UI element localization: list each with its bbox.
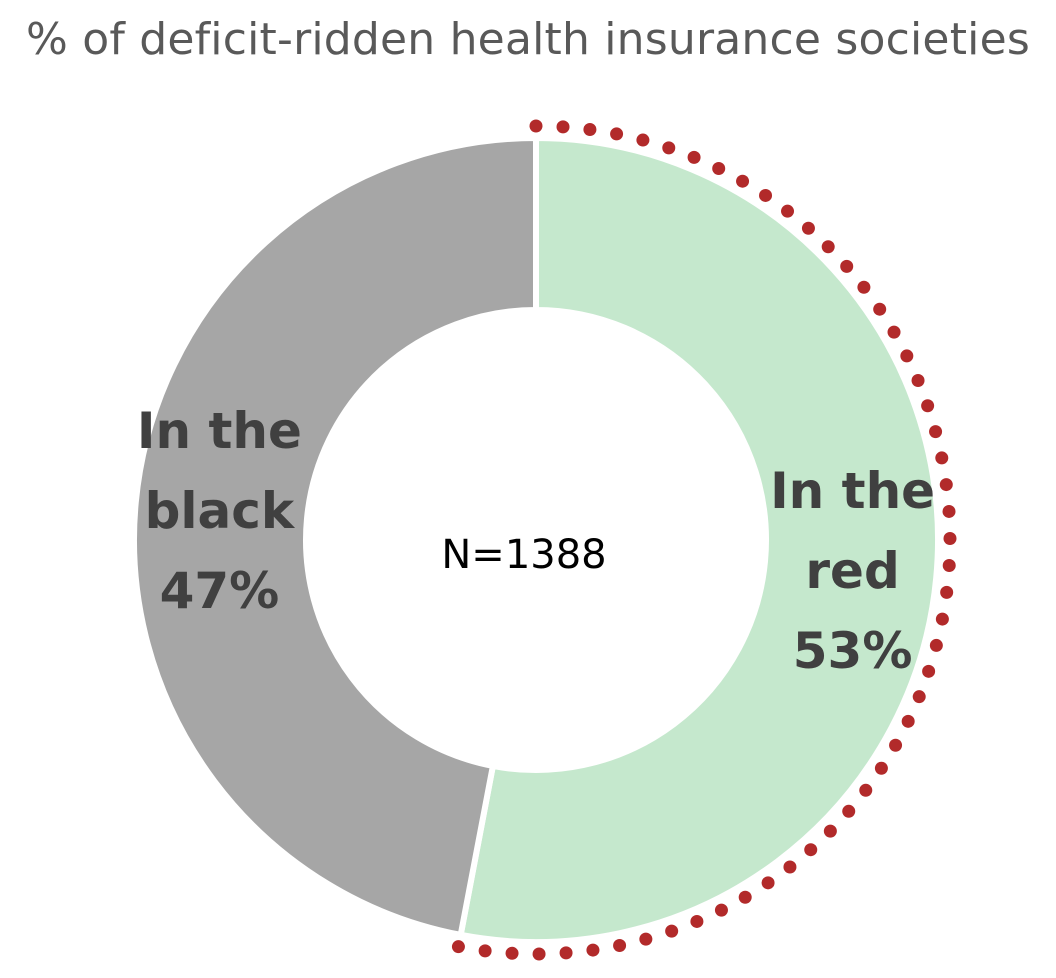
slice-1	[131, 134, 539, 939]
highlight-dot	[940, 585, 954, 599]
highlight-dot	[801, 221, 815, 235]
highlight-dot	[712, 161, 726, 175]
highlight-dot	[929, 425, 943, 439]
highlight-dot	[842, 804, 856, 818]
highlight-dot	[559, 946, 573, 960]
highlight-dot	[583, 123, 597, 137]
highlight-dot	[889, 738, 903, 752]
highlight-dot	[761, 876, 775, 890]
highlight-dot	[942, 504, 956, 518]
highlight-dot	[873, 302, 887, 316]
highlight-dot	[922, 664, 936, 678]
slice-label-0-line-0: In the	[770, 462, 935, 520]
highlight-dot	[783, 860, 797, 874]
highlight-dot	[901, 714, 915, 728]
highlight-dot	[823, 824, 837, 838]
highlight-dot	[929, 638, 943, 652]
slice-label-1-line-1: black	[145, 482, 296, 540]
slice-0	[457, 134, 941, 945]
highlight-dot	[912, 690, 926, 704]
highlight-dot	[736, 174, 750, 188]
highlight-dot	[451, 940, 465, 954]
slice-label-1: In the black 47%	[137, 402, 302, 620]
highlight-dot	[714, 903, 728, 917]
highlight-dot	[821, 240, 835, 254]
highlight-dot	[556, 120, 570, 134]
center-n-label: N=1388	[441, 532, 606, 578]
highlight-dot	[840, 259, 854, 273]
highlight-dot	[943, 531, 957, 545]
highlight-outline	[451, 119, 957, 961]
highlight-dot	[738, 890, 752, 904]
highlight-dot	[942, 558, 956, 572]
highlight-dot	[636, 133, 650, 147]
highlight-dot	[935, 612, 949, 626]
highlight-dot	[662, 141, 676, 155]
highlight-dot	[900, 349, 914, 363]
highlight-dot	[859, 783, 873, 797]
highlight-dot	[505, 946, 519, 960]
highlight-dot	[857, 280, 871, 294]
slice-label-1-line-0: In the	[137, 402, 302, 460]
highlight-dot	[687, 150, 701, 164]
highlight-dot	[532, 947, 546, 961]
highlight-dot	[639, 932, 653, 946]
highlight-dot	[529, 119, 543, 133]
slice-label-0-line-2: 53%	[793, 622, 913, 680]
donut-slices	[131, 134, 941, 945]
highlight-dot	[610, 127, 624, 141]
highlight-dot	[804, 843, 818, 857]
highlight-dot	[665, 924, 679, 938]
slice-label-0-line-1: red	[805, 542, 899, 600]
highlight-dot	[874, 761, 888, 775]
highlight-dot	[781, 204, 795, 218]
highlight-dot	[759, 188, 773, 202]
slice-label-0: In the red 53%	[770, 462, 935, 680]
highlight-dot	[690, 914, 704, 928]
highlight-dot	[478, 944, 492, 958]
highlight-dot	[586, 943, 600, 957]
highlight-dot	[935, 451, 949, 465]
highlight-dot	[921, 399, 935, 413]
slice-labels: In the red 53% In the black 47%	[137, 402, 935, 680]
highlight-dot	[911, 374, 925, 388]
highlight-dot	[613, 938, 627, 952]
chart-title: % of deficit-ridden health insurance soc…	[26, 14, 1030, 65]
slice-label-1-line-2: 47%	[160, 562, 280, 620]
highlight-dot	[939, 478, 953, 492]
highlight-dot	[887, 325, 901, 339]
